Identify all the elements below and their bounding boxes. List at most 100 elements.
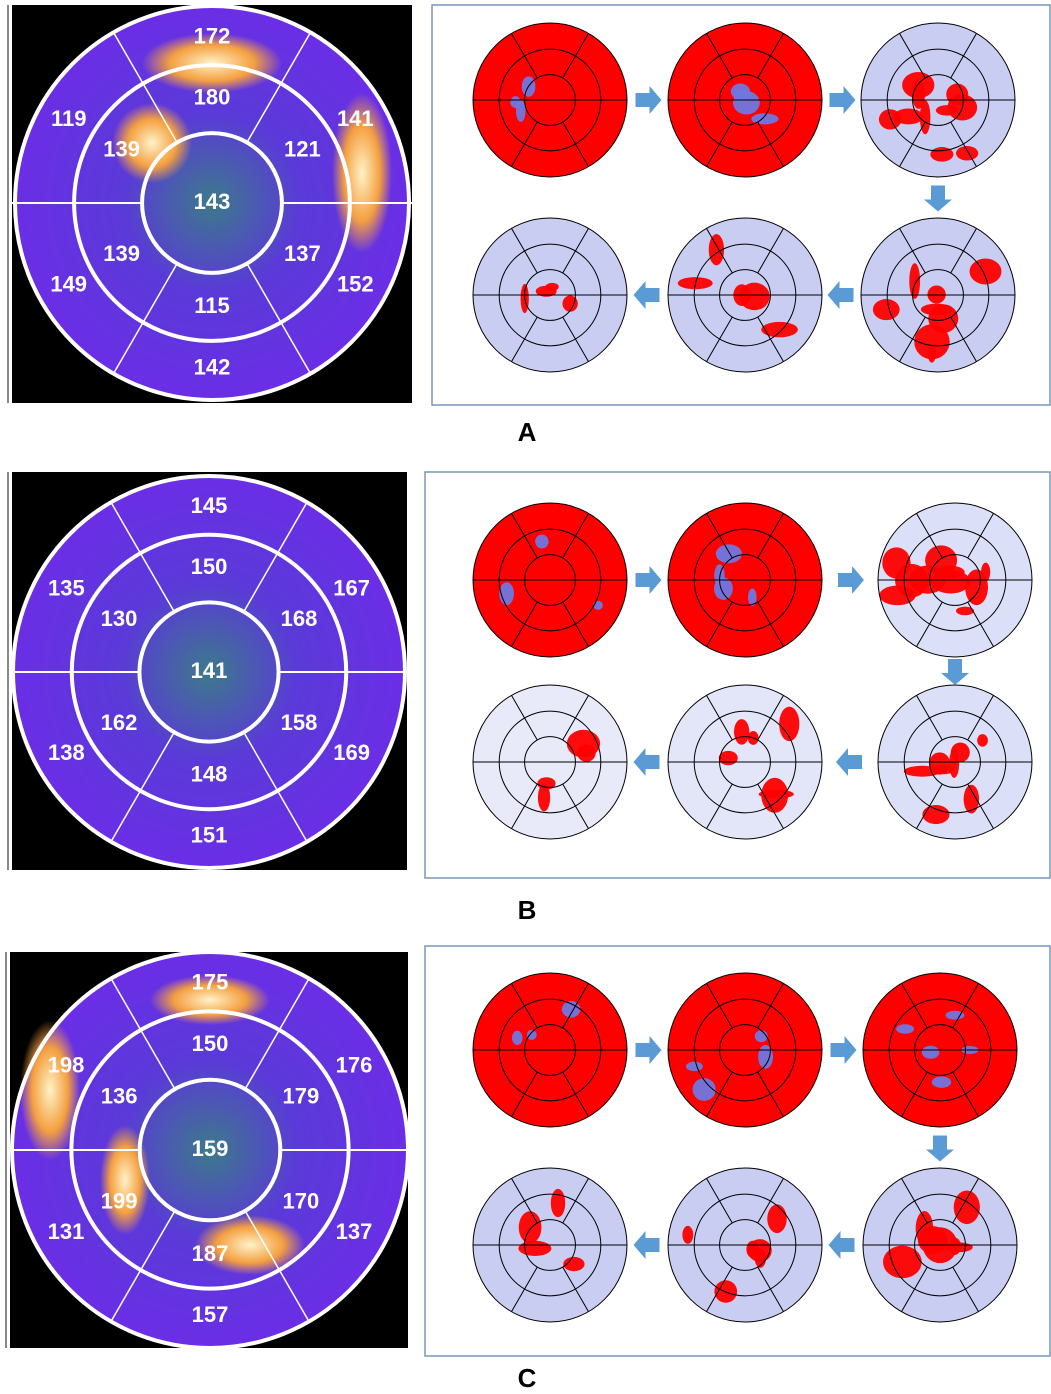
map-patch: [946, 83, 968, 105]
segment-value: 115: [194, 293, 230, 318]
sequence-arrow: [838, 566, 864, 594]
map-patch: [956, 146, 978, 161]
map-patch: [516, 100, 526, 122]
sequence-arrow: [941, 659, 969, 685]
segment-value: 142: [194, 354, 231, 379]
segment-value: 169: [333, 740, 370, 765]
segment-value: 150: [192, 1031, 229, 1056]
map-patch: [909, 263, 920, 299]
sequence-arrow: [836, 748, 862, 776]
map-patch: [935, 566, 965, 579]
segment-value: 121: [284, 137, 321, 162]
map-patch: [879, 109, 901, 129]
segment-value: 159: [192, 1136, 229, 1161]
sequence-arrow: [830, 86, 856, 114]
map-patch: [928, 345, 936, 363]
panel-label: C: [518, 1363, 537, 1393]
map-patch: [896, 1024, 914, 1033]
segment-value: 141: [191, 658, 228, 683]
map-patch: [922, 1046, 940, 1059]
segment-value: 139: [103, 241, 140, 266]
map-patch: [686, 1062, 703, 1071]
segment-value: 138: [48, 740, 85, 765]
uptake-blob: [100, 1125, 150, 1235]
segment-value: 137: [284, 241, 321, 266]
map-patch: [918, 1226, 948, 1254]
segment-value: 180: [194, 84, 231, 109]
map-patch: [577, 744, 596, 761]
sequence-arrow: [831, 1036, 857, 1064]
figure: 172 119 141 149 152 142 180 139 121 139 137 115 143 A…: [0, 0, 1051, 1394]
segment-value: 151: [191, 822, 228, 847]
map-patch: [932, 1076, 951, 1087]
segment-value: 143: [194, 189, 231, 214]
sequence-arrow: [829, 1231, 855, 1259]
panel: 175 198 176 131 137 157 150 136 179 199 170 187 159 C: [6, 946, 1050, 1393]
segment-value: 199: [101, 1188, 138, 1213]
segment-value: 167: [333, 575, 370, 600]
panel: 172 119 141 149 152 142 180 139 121 139 137 115 143 A: [8, 5, 1050, 447]
segment-value: 152: [337, 272, 374, 297]
map-patch: [933, 765, 953, 774]
map-patch: [873, 299, 900, 320]
map-patch: [682, 1226, 693, 1244]
segment-value: 176: [336, 1053, 373, 1078]
segment-value: 170: [283, 1188, 320, 1213]
sequence-arrow: [636, 1036, 662, 1064]
map-patch: [954, 1191, 980, 1225]
segment-value: 179: [283, 1083, 320, 1108]
segment-value: 137: [336, 1219, 373, 1244]
sequence-arrow: [634, 748, 660, 776]
segment-value: 139: [103, 137, 140, 162]
map-patch: [733, 91, 760, 115]
segment-value: 136: [101, 1083, 138, 1108]
sequence-arrow: [636, 86, 662, 114]
map-patch: [519, 1211, 542, 1243]
segment-value: 175: [192, 969, 229, 994]
segment-value: 119: [51, 106, 87, 131]
segment-value: 130: [101, 606, 138, 631]
map-patch: [518, 1241, 551, 1256]
map-patch: [970, 259, 1002, 285]
map-patch: [928, 304, 958, 333]
map-patch: [779, 707, 799, 741]
map-patch: [527, 1030, 537, 1040]
map-patch: [981, 563, 990, 582]
map-patch: [977, 734, 988, 747]
map-patch: [949, 749, 959, 778]
segment-value: 158: [281, 710, 318, 735]
sequence-arrow: [636, 566, 662, 594]
sequence-arrow: [828, 281, 854, 309]
segment-value: 135: [48, 575, 85, 600]
map-patch: [734, 719, 749, 745]
map-patch: [949, 1238, 961, 1255]
panel-label: A: [518, 417, 537, 447]
segment-value: 149: [50, 272, 87, 297]
segment-value: 198: [48, 1053, 85, 1078]
sequence-arrow: [634, 1231, 660, 1259]
map-patch: [761, 778, 788, 813]
segment-value: 157: [192, 1302, 229, 1327]
sequence-arrow: [926, 1136, 954, 1162]
segment-value: 145: [191, 493, 228, 518]
panel-label: B: [518, 895, 537, 925]
segment-value: 168: [281, 606, 318, 631]
map-patch: [512, 1031, 522, 1045]
sequence-arrow: [924, 186, 952, 212]
map-patch: [883, 1246, 922, 1278]
panel: 145135167138169151150130168162158148141B: [8, 472, 1050, 925]
segment-value: 172: [194, 23, 231, 48]
segment-value: 150: [191, 554, 228, 579]
segment-value: 162: [101, 710, 138, 735]
map-patch: [761, 322, 798, 337]
sequence-arrow: [634, 281, 660, 309]
segment-value: 187: [192, 1241, 229, 1266]
map-patch: [755, 1030, 768, 1042]
map-patch: [535, 535, 548, 549]
map-patch: [922, 805, 949, 824]
segment-value: 131: [48, 1219, 85, 1244]
map-patch: [551, 1189, 565, 1217]
map-patch: [767, 1204, 786, 1233]
map-patch: [882, 547, 910, 578]
segment-value: 141: [337, 106, 374, 131]
